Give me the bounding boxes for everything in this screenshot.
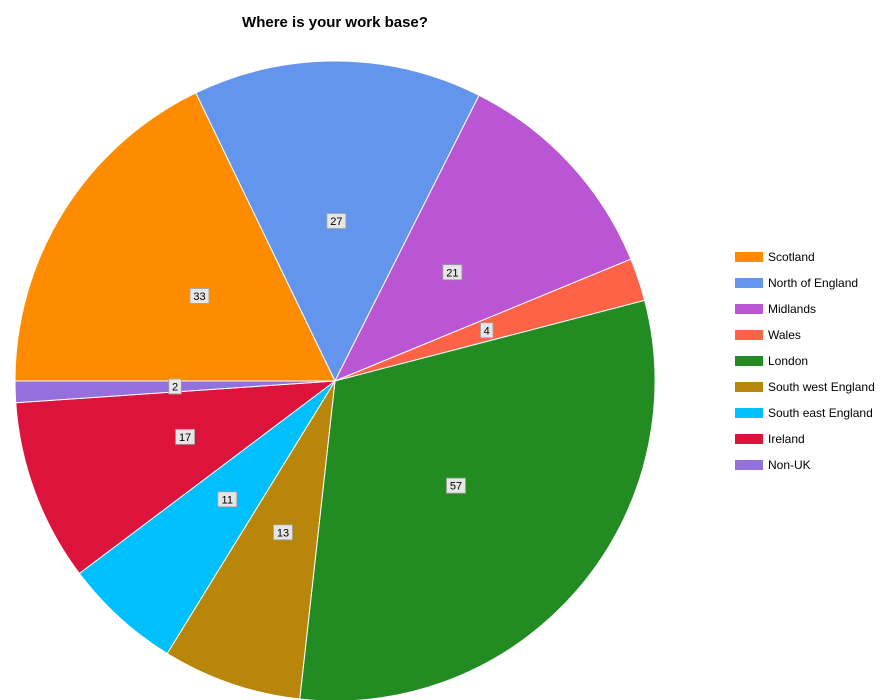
legend-label: Midlands (768, 302, 817, 316)
pie-slice-south-west-england (166, 380, 336, 700)
legend-swatch (735, 252, 763, 262)
data-label-box (446, 477, 466, 494)
legend-swatch (735, 304, 763, 314)
legend-item-non-uk: Non-UK (735, 452, 875, 478)
legend-label: Scotland (768, 250, 815, 264)
data-label-text: 4 (484, 325, 490, 337)
data-label-text: 57 (450, 481, 462, 493)
data-label-box (273, 524, 293, 541)
legend-swatch (735, 330, 763, 340)
data-label-text: 27 (330, 216, 342, 228)
data-label-non-uk: 2 (168, 378, 182, 395)
data-label-north-of-england: 27 (326, 213, 347, 229)
legend-swatch (735, 278, 763, 288)
data-label-text: 17 (179, 432, 191, 444)
data-label-wales: 4 (480, 322, 494, 339)
legend-swatch (735, 434, 763, 444)
data-label-text: 13 (277, 527, 289, 539)
pie-slice-south-east-england (78, 380, 336, 655)
data-label-south-west-england: 13 (273, 524, 293, 541)
data-label-box (175, 428, 195, 445)
data-label-midlands: 21 (442, 264, 463, 281)
data-label-south-east-england: 11 (217, 491, 238, 508)
data-label-text: 33 (193, 291, 205, 303)
pie-slice-ireland (15, 380, 337, 575)
chart-title: Where is your work base? (242, 14, 428, 31)
pie-slice-midlands (333, 94, 632, 382)
pie-data-labels: 33 27 21 4 57 13 11 17 2 (168, 213, 494, 541)
data-label-box (217, 491, 238, 508)
data-label-ireland: 17 (175, 428, 195, 445)
legend-item-london: London (735, 348, 875, 374)
legend-item-south-east-england: South east England (735, 400, 875, 426)
legend-label: Non-UK (768, 458, 811, 472)
data-label-box (326, 213, 347, 229)
legend-label: Ireland (768, 432, 805, 446)
data-label-text: 2 (172, 381, 178, 393)
data-label-text: 21 (446, 267, 458, 279)
data-label-text: 11 (222, 494, 233, 506)
data-label-box (189, 288, 210, 304)
legend-item-north-of-england: North of England (735, 270, 875, 296)
legend-swatch (735, 460, 763, 470)
legend-label: North of England (768, 276, 859, 290)
data-label-box (442, 264, 463, 281)
legend-label: South east England (768, 406, 873, 420)
data-label-scotland: 33 (189, 288, 210, 304)
legend-swatch (735, 356, 763, 366)
data-label-box (480, 322, 494, 339)
pie-slices (14, 60, 656, 700)
legend-item-wales: Wales (735, 322, 875, 348)
legend-label: South west England (768, 380, 875, 394)
chart-legend: Scotland North of England Midlands Wales Lon… (735, 244, 875, 478)
pie-slice-scotland (14, 92, 336, 382)
legend-item-ireland: Ireland (735, 426, 875, 452)
legend-item-south-west-england: South west England (735, 374, 875, 400)
data-label-box (168, 378, 182, 395)
legend-swatch (735, 382, 763, 392)
legend-item-midlands: Midlands (735, 296, 875, 322)
legend-label: Wales (768, 328, 801, 342)
legend-swatch (735, 408, 763, 418)
legend-item-scotland: Scotland (735, 244, 875, 270)
legend-label: London (768, 354, 809, 368)
pie-slice-london (299, 299, 656, 700)
data-label-london: 57 (446, 477, 466, 494)
